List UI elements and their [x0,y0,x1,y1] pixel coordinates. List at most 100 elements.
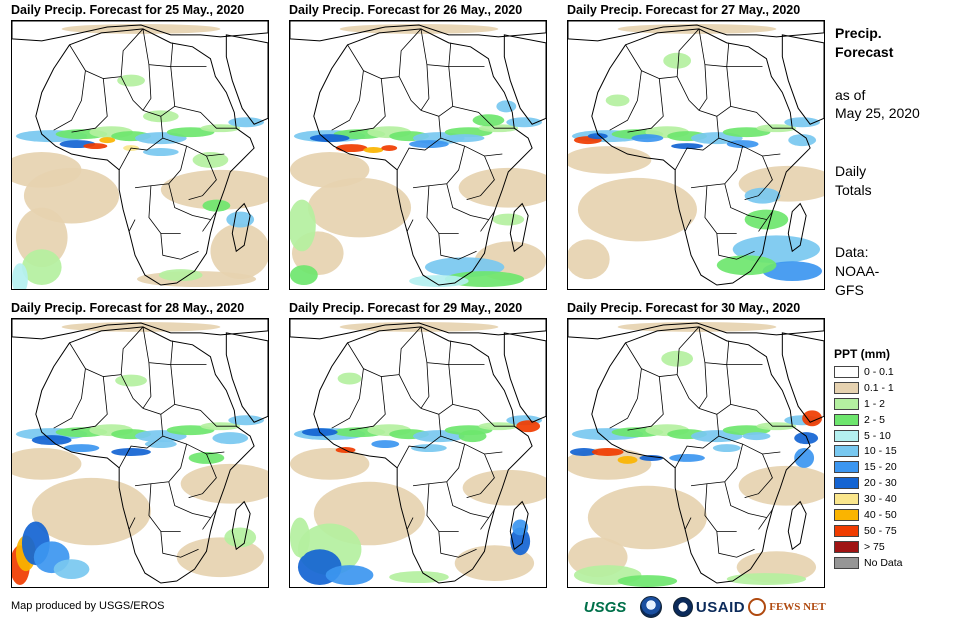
precip-field [568,146,652,174]
coastline [35,326,255,584]
precip-field [12,263,28,289]
country-border [676,76,700,111]
country-border [420,66,454,117]
precip-map-svg [290,21,546,289]
precip-field [492,213,525,226]
forecast-panel-4: Daily Precip. Forecast for 28 May., 2020 [11,300,271,588]
country-border [744,453,773,499]
country-border [625,342,678,377]
legend-item: 5 - 10 [834,428,964,444]
country-border [349,78,386,133]
country-border [188,453,217,499]
legend-swatch [834,461,859,474]
panel-title: Daily Precip. Forecast for 26 May., 2020 [289,3,523,17]
country-border [438,531,477,558]
precip-field [617,575,678,587]
precip-field [411,444,447,453]
precip-map-svg [290,319,546,587]
precip-field [290,199,316,252]
precip-field [160,169,268,210]
country-border [718,435,781,455]
country-border [718,137,781,157]
legend-swatch [834,381,859,394]
precip-map-svg [568,319,824,587]
legend-swatch [834,429,859,442]
precip-field [568,448,652,480]
country-border [202,211,217,232]
country-border [440,435,503,455]
coastline [509,500,529,551]
country-border [120,28,144,77]
country-border [148,185,181,234]
legend-label: 50 - 75 [864,524,897,537]
precip-field [12,448,82,480]
precip-field [115,374,147,387]
precip-field [605,94,630,107]
precip-field [587,133,608,140]
legend-rows: 0 - 0.1 0.1 - 1 1 - 2 2 - 5 5 - 10 10 - 15 15 … [834,364,964,571]
coastline [290,319,546,340]
precip-map-svg [12,21,268,289]
legend-swatch [834,493,859,506]
country-border [188,155,217,201]
precip-field [83,143,108,150]
side-title-line2: Forecast [835,44,894,60]
country-border [396,414,442,469]
panel-title: Daily Precip. Forecast for 30 May., 2020 [567,301,801,315]
country-border [684,517,692,530]
forecast-panel-5: Daily Precip. Forecast for 29 May., 2020 [289,300,549,588]
precip-field [661,350,694,367]
legend-item: No Data [834,555,964,571]
precip-field [325,565,374,586]
country-border [331,70,364,131]
precip-field [290,448,370,480]
precip-field [309,134,350,143]
noaa-seal-icon [640,596,662,618]
country-border [142,64,152,111]
precip-field [371,440,400,449]
country-border [202,509,217,530]
precip-field [117,74,145,87]
country-border [466,453,495,499]
precip-field [794,432,819,445]
country-border [69,342,122,377]
precip-field [802,410,823,427]
precip-field [444,134,485,143]
legend-item: 15 - 20 [834,459,964,475]
legend-title: PPT (mm) [834,347,891,361]
precip-field [224,527,257,548]
country-border [118,116,164,171]
country-border [440,137,503,157]
country-border [69,44,122,79]
precip-field [389,571,449,584]
precip-field [506,117,543,128]
data-source-line3: GFS [835,282,864,298]
country-border [53,70,86,131]
precip-field [363,147,384,154]
legend-label: > 75 [864,540,885,553]
legend-item: 50 - 75 [834,523,964,539]
country-border [71,78,108,133]
legend-item: 10 - 15 [834,443,964,459]
precip-field [63,444,100,453]
precip-field [742,432,771,441]
legend-swatch [834,445,859,458]
legend-label: 10 - 15 [864,445,897,458]
precip-field [111,448,151,456]
precip-field [144,440,177,449]
precip-field [617,455,638,464]
noaa-logo [638,594,664,620]
country-border [609,368,642,429]
country-border [142,362,152,409]
precip-field [744,187,781,204]
coastline [225,34,268,125]
precip-field [31,477,151,546]
precip-field [290,517,310,558]
coastline [509,202,529,253]
country-border [704,185,737,234]
country-border [716,233,755,260]
country-border [128,219,136,232]
coastline [12,21,268,42]
forecast-map [567,20,825,290]
coastline [35,28,255,286]
